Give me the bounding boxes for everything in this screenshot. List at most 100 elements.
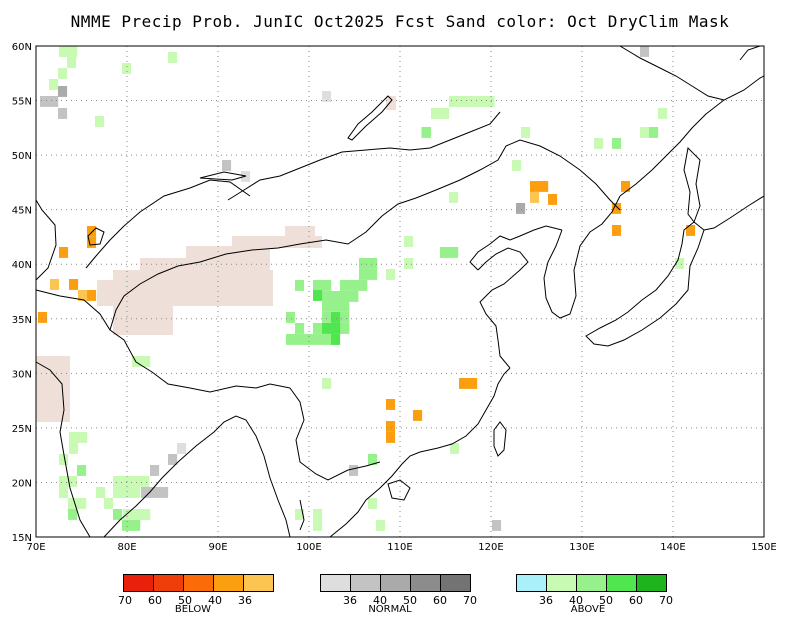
above-normal-cell	[295, 280, 305, 291]
dry-mask-region	[285, 226, 315, 238]
latitude-label: 25N	[12, 424, 32, 435]
legend-swatch	[213, 575, 243, 591]
above-normal-cell	[59, 46, 78, 57]
coastline-segment	[619, 75, 765, 197]
legend-tick-label: 70	[659, 594, 673, 607]
near-normal-cell	[40, 96, 59, 107]
map-title: NMME Precip Prob. JunIC Oct2025 Fcst San…	[70, 12, 730, 31]
below-normal-cell	[386, 432, 396, 443]
longitude-label: 100E	[296, 542, 321, 553]
coastline-segment	[703, 195, 765, 231]
above-normal-cell	[675, 258, 685, 269]
longitude-label: 130E	[569, 542, 594, 553]
below-normal-cell	[530, 192, 540, 203]
longitude-label: 120E	[478, 542, 503, 553]
legend-tick-label: 50	[403, 594, 417, 607]
coastline-segment	[289, 387, 381, 481]
coastline-segment	[683, 146, 701, 224]
above-normal-cell	[512, 160, 522, 171]
near-normal-cell	[492, 520, 502, 531]
latitude-label: 35N	[12, 315, 32, 326]
legend-tick-label: 36	[343, 594, 357, 607]
latitude-label: 30N	[12, 369, 32, 380]
longitude-label: 70E	[26, 542, 45, 553]
dry-mask-region	[97, 280, 117, 306]
legend-swatch	[440, 575, 470, 591]
dry-climate-mask-layer	[36, 96, 396, 422]
below-normal-cell	[87, 226, 97, 237]
legend-tick-label: 50	[599, 594, 613, 607]
above-normal-cell	[449, 96, 495, 107]
near-normal-cell	[58, 86, 68, 97]
above-normal-cell	[58, 68, 68, 79]
legend-swatch	[380, 575, 410, 591]
above-normal-cell	[431, 108, 450, 119]
above-normal-cell	[69, 443, 79, 454]
above-normal-cell	[113, 487, 141, 498]
above-normal-cell	[122, 63, 132, 74]
legend-normal-colorbar	[320, 574, 471, 592]
above-normal-cell	[331, 312, 341, 323]
latitude-label: 20N	[12, 478, 32, 489]
dry-mask-region	[232, 236, 322, 248]
above-normal-cell	[404, 236, 414, 247]
below-normal-cell	[78, 290, 88, 301]
below-normal-cell	[38, 312, 48, 323]
above-normal-cell	[612, 138, 622, 149]
longitude-label: 80E	[117, 542, 136, 553]
legend-above-caption: ABOVE	[570, 604, 606, 615]
above-normal-cell	[649, 127, 659, 138]
coastline-segment	[469, 225, 563, 271]
below-normal-cell	[459, 378, 478, 389]
above-normal-cell	[168, 52, 178, 63]
above-normal-cell	[122, 520, 141, 531]
above-normal-cell	[68, 509, 78, 520]
below-normal-cell	[59, 247, 69, 258]
longitude-label: 150E	[751, 542, 776, 553]
coastline-segment	[347, 95, 393, 141]
legend-swatch	[546, 575, 576, 591]
below-normal-cell	[621, 181, 631, 192]
dry-mask-region	[113, 270, 273, 306]
above-normal-cell	[386, 269, 396, 280]
latitude-label: 15N	[12, 533, 32, 544]
map-frame	[35, 45, 765, 538]
legend-tick-label: 70	[118, 594, 132, 607]
near-normal-cell	[150, 465, 160, 476]
coastline-segment	[123, 179, 251, 227]
near-normal-cell	[58, 108, 68, 119]
legend-above-colorbar	[516, 574, 667, 592]
above-normal-cell	[113, 476, 150, 487]
above-normal-cell	[286, 312, 296, 323]
above-normal-cell	[77, 465, 87, 476]
near-normal-cell	[349, 465, 359, 476]
legend-swatch	[576, 575, 606, 591]
above-normal-cell	[69, 432, 88, 443]
above-normal-cell	[359, 258, 378, 269]
coastline-segment	[35, 199, 57, 281]
above-normal-cell	[422, 127, 432, 138]
legend-tick-label: 60	[148, 594, 162, 607]
legend-swatch	[636, 575, 666, 591]
above-normal-cell	[322, 323, 341, 334]
above-normal-cell	[450, 443, 460, 454]
below-normal-cell	[413, 410, 423, 421]
near-normal-cell	[640, 46, 650, 57]
coastline-segment	[35, 361, 91, 538]
above-normal-cell	[322, 291, 359, 302]
below-normal-cell	[87, 290, 97, 301]
dry-mask-region	[186, 246, 270, 260]
near-normal-cell	[322, 91, 332, 102]
coastline-segment	[543, 195, 621, 319]
latitude-label: 55N	[12, 97, 32, 108]
longitude-label: 110E	[387, 542, 412, 553]
legend-tick-label: 60	[433, 594, 447, 607]
below-normal-cell	[612, 225, 622, 236]
below-normal-cell	[530, 181, 549, 192]
above-normal-cell	[113, 509, 123, 520]
above-normal-cell	[295, 509, 305, 520]
legend-tick-label: 50	[178, 594, 192, 607]
legend-tick-label: 36	[238, 594, 252, 607]
legend-swatch	[350, 575, 380, 591]
above-normal-cell	[313, 290, 323, 301]
